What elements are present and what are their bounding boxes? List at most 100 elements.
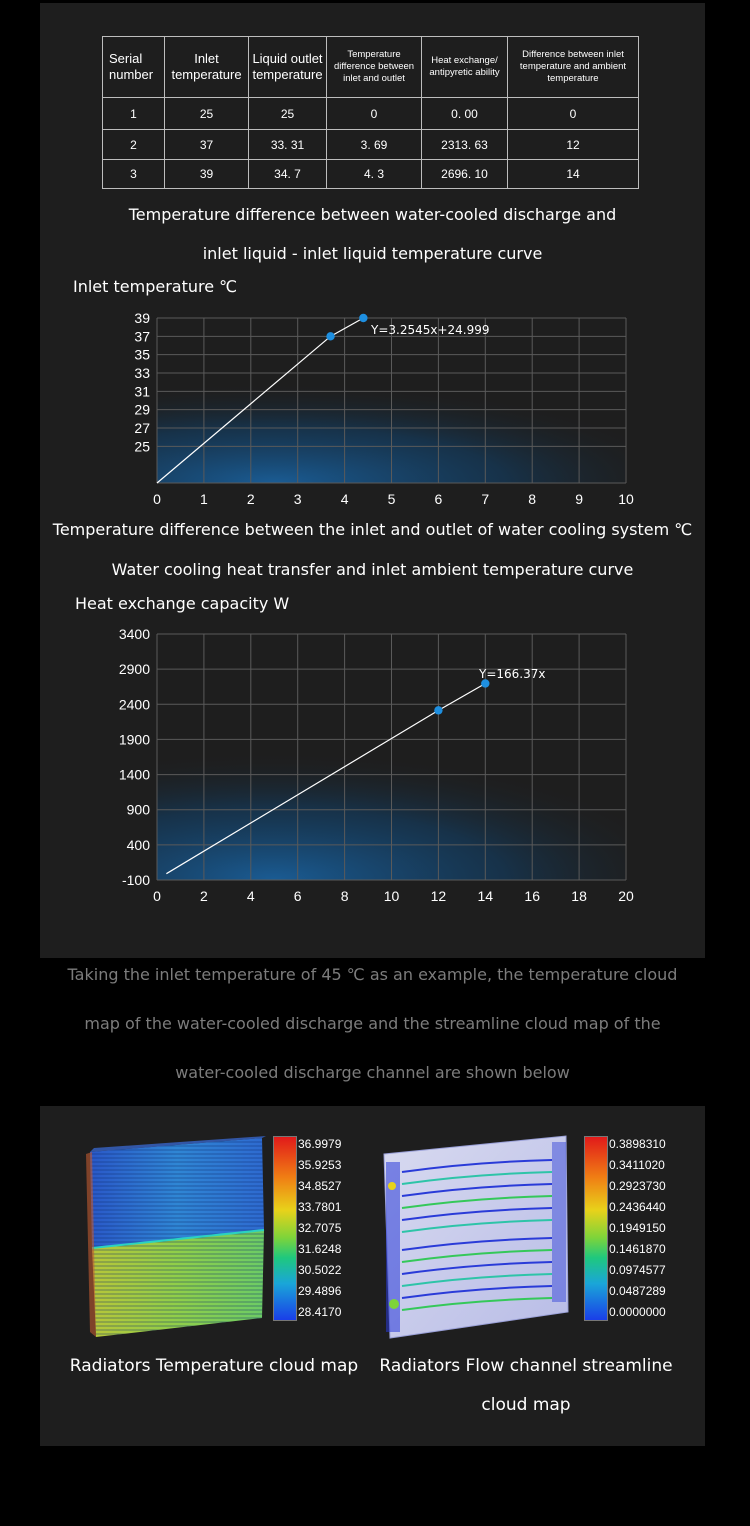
table-cell: 12 xyxy=(507,129,639,160)
x-tick-label: 0 xyxy=(153,888,161,904)
table-cell: 25 xyxy=(248,97,327,130)
streamline-map-caption-line2: cloud map xyxy=(481,1395,571,1415)
table-cell: 0. 00 xyxy=(421,97,508,130)
legend-value: 31.6248 xyxy=(298,1242,342,1256)
y-tick-label: 3400 xyxy=(119,626,150,642)
x-tick-label: 10 xyxy=(384,888,400,904)
header-outlet: Liquid outlet temperature xyxy=(248,36,327,98)
legend-value: 0.2436440 xyxy=(609,1200,666,1214)
chart2-y-axis-title: Heat exchange capacity W xyxy=(75,594,290,613)
temperature-legend-bar xyxy=(273,1136,297,1321)
chart1-title-line1: Temperature difference between water-coo… xyxy=(128,205,617,224)
y-tick-label: 900 xyxy=(127,802,151,818)
table-cell: 25 xyxy=(164,97,249,130)
chart1-y-axis-title: Inlet temperature ℃ xyxy=(73,277,238,296)
y-tick-label: 1400 xyxy=(119,767,150,783)
legend-value: 0.0487289 xyxy=(609,1284,666,1298)
y-tick-label: 2900 xyxy=(119,661,150,677)
table-row: 3 39 34. 7 4. 3 2696. 10 14 xyxy=(102,159,639,189)
x-tick-label: 18 xyxy=(571,888,587,904)
streamline-cloud-map-image xyxy=(383,1135,569,1339)
chart2-grid xyxy=(156,633,627,881)
x-tick-label: 6 xyxy=(294,888,302,904)
chart1-grid xyxy=(156,317,627,484)
header-serial: Serial number xyxy=(102,36,165,98)
legend-value: 0.1461870 xyxy=(609,1242,666,1256)
data-point xyxy=(326,332,335,341)
x-tick-label: 2 xyxy=(200,888,208,904)
description-line3: water-cooled discharge channel are shown… xyxy=(175,1063,570,1082)
legend-value: 35.9253 xyxy=(298,1158,342,1172)
y-tick-label: 27 xyxy=(134,420,150,436)
streamline-legend-bar xyxy=(584,1136,608,1321)
header-ambient-diff: Difference between inlet temperature and… xyxy=(507,36,639,98)
x-tick-label: 16 xyxy=(524,888,540,904)
table-cell: 0 xyxy=(326,97,422,130)
temperature-map-caption: Radiators Temperature cloud map xyxy=(69,1356,359,1376)
chart2-svg: 0 2 4 6 8 10 12 14 16 18 20 -100 400 900 1400 1900 2400 2… xyxy=(119,626,634,904)
data-point xyxy=(359,313,368,323)
table-cell: 37 xyxy=(164,129,249,160)
y-tick-label: 2400 xyxy=(119,696,150,712)
table-cell: 2 xyxy=(102,129,165,160)
table-cell: 0 xyxy=(507,97,639,130)
x-tick-label: 20 xyxy=(618,888,634,904)
x-tick-label: 14 xyxy=(478,888,494,904)
table-cell: 3 xyxy=(102,159,165,189)
x-tick-label: 12 xyxy=(431,888,447,904)
chart2-title: Water cooling heat transfer and inlet am… xyxy=(111,560,634,579)
y-tick-label: 25 xyxy=(134,438,150,454)
chart1-title-line2: inlet liquid - inlet liquid temperature … xyxy=(202,244,543,263)
legend-value: 0.0974577 xyxy=(609,1263,666,1277)
y-tick-label: -100 xyxy=(122,872,150,888)
chart2-ticks: 0 2 4 6 8 10 12 14 16 18 20 -100 400 900 1400 1900 2400 2… xyxy=(119,626,634,904)
x-tick-label: 0 xyxy=(153,491,161,507)
table-row: 1 25 25 0 0. 00 0 xyxy=(102,97,639,130)
description-line2: map of the water-cooled discharge and th… xyxy=(84,1014,661,1033)
header-inlet: Inlet temperature xyxy=(164,36,249,98)
y-tick-label: 37 xyxy=(134,328,150,344)
chart1-svg: 0 1 2 3 4 5 6 7 8 9 10 25 27 29 31 33 35 37 39 Y=3.2545x+2… xyxy=(134,310,634,507)
y-tick-label: 33 xyxy=(134,365,150,381)
x-tick-label: 8 xyxy=(528,491,536,507)
x-tick-label: 8 xyxy=(341,888,349,904)
x-tick-label: 2 xyxy=(247,491,255,507)
legend-value: 0.2923730 xyxy=(609,1179,666,1193)
y-tick-label: 35 xyxy=(134,347,150,363)
x-tick-label: 4 xyxy=(341,491,349,507)
chart1-x-axis-title: Temperature difference between the inlet… xyxy=(52,520,693,539)
legend-value: 0.3411020 xyxy=(609,1158,665,1172)
legend-value: 28.4170 xyxy=(298,1305,342,1319)
temperature-cloud-map-image xyxy=(86,1136,266,1337)
legend-value: 0.0000000 xyxy=(609,1305,666,1319)
table-cell: 39 xyxy=(164,159,249,189)
chart2-series xyxy=(166,679,490,875)
streamline-map-caption-line1: Radiators Flow channel streamline xyxy=(379,1356,673,1376)
x-tick-label: 7 xyxy=(481,491,489,507)
y-tick-label: 1900 xyxy=(119,731,150,747)
table-header-row: Serial number Inlet temperature Liquid o… xyxy=(102,36,639,98)
table-cell: 1 xyxy=(102,97,165,130)
x-tick-label: 1 xyxy=(200,491,208,507)
y-tick-label: 39 xyxy=(134,310,150,326)
legend-value: 0.3898310 xyxy=(609,1137,666,1151)
chart2-equation: Y=166.37x xyxy=(478,667,545,681)
x-tick-label: 4 xyxy=(247,888,255,904)
x-tick-label: 5 xyxy=(388,491,396,507)
legend-value: 36.9979 xyxy=(298,1137,342,1151)
data-point xyxy=(434,706,443,715)
legend-value: 29.4896 xyxy=(298,1284,342,1298)
data-point xyxy=(481,679,490,688)
x-tick-label: 3 xyxy=(294,491,302,507)
header-temp-diff: Temperature difference between inlet and… xyxy=(326,36,422,98)
table-cell: 33. 31 xyxy=(248,129,327,160)
table-cell: 3. 69 xyxy=(326,129,422,160)
chart1-equation: Y=3.2545x+24.999 xyxy=(370,323,490,337)
table-cell: 2313. 63 xyxy=(421,129,508,160)
x-tick-label: 10 xyxy=(618,491,634,507)
description-line1: Taking the inlet temperature of 45 ℃ as … xyxy=(67,965,678,984)
legend-value: 32.7075 xyxy=(298,1221,342,1235)
results-table: Serial number Inlet temperature Liquid o… xyxy=(102,36,639,189)
table-cell: 14 xyxy=(507,159,639,189)
table-cell: 34. 7 xyxy=(248,159,327,189)
